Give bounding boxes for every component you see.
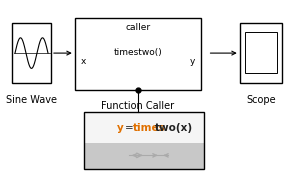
Text: times: times [133, 123, 165, 133]
Text: x: x [81, 57, 86, 66]
Text: timestwo(): timestwo() [114, 48, 162, 57]
FancyBboxPatch shape [75, 18, 201, 90]
Text: Function Caller: Function Caller [101, 101, 175, 111]
FancyBboxPatch shape [12, 23, 51, 83]
FancyBboxPatch shape [84, 143, 204, 169]
Text: y: y [117, 123, 124, 133]
FancyBboxPatch shape [240, 23, 282, 83]
Text: =: = [124, 123, 133, 133]
FancyBboxPatch shape [84, 112, 204, 143]
FancyBboxPatch shape [245, 32, 277, 73]
Text: y: y [190, 57, 195, 66]
Text: Sine Wave: Sine Wave [6, 95, 57, 105]
Text: caller: caller [125, 23, 151, 32]
Text: two(x): two(x) [154, 123, 193, 133]
Text: Scope: Scope [246, 95, 276, 105]
